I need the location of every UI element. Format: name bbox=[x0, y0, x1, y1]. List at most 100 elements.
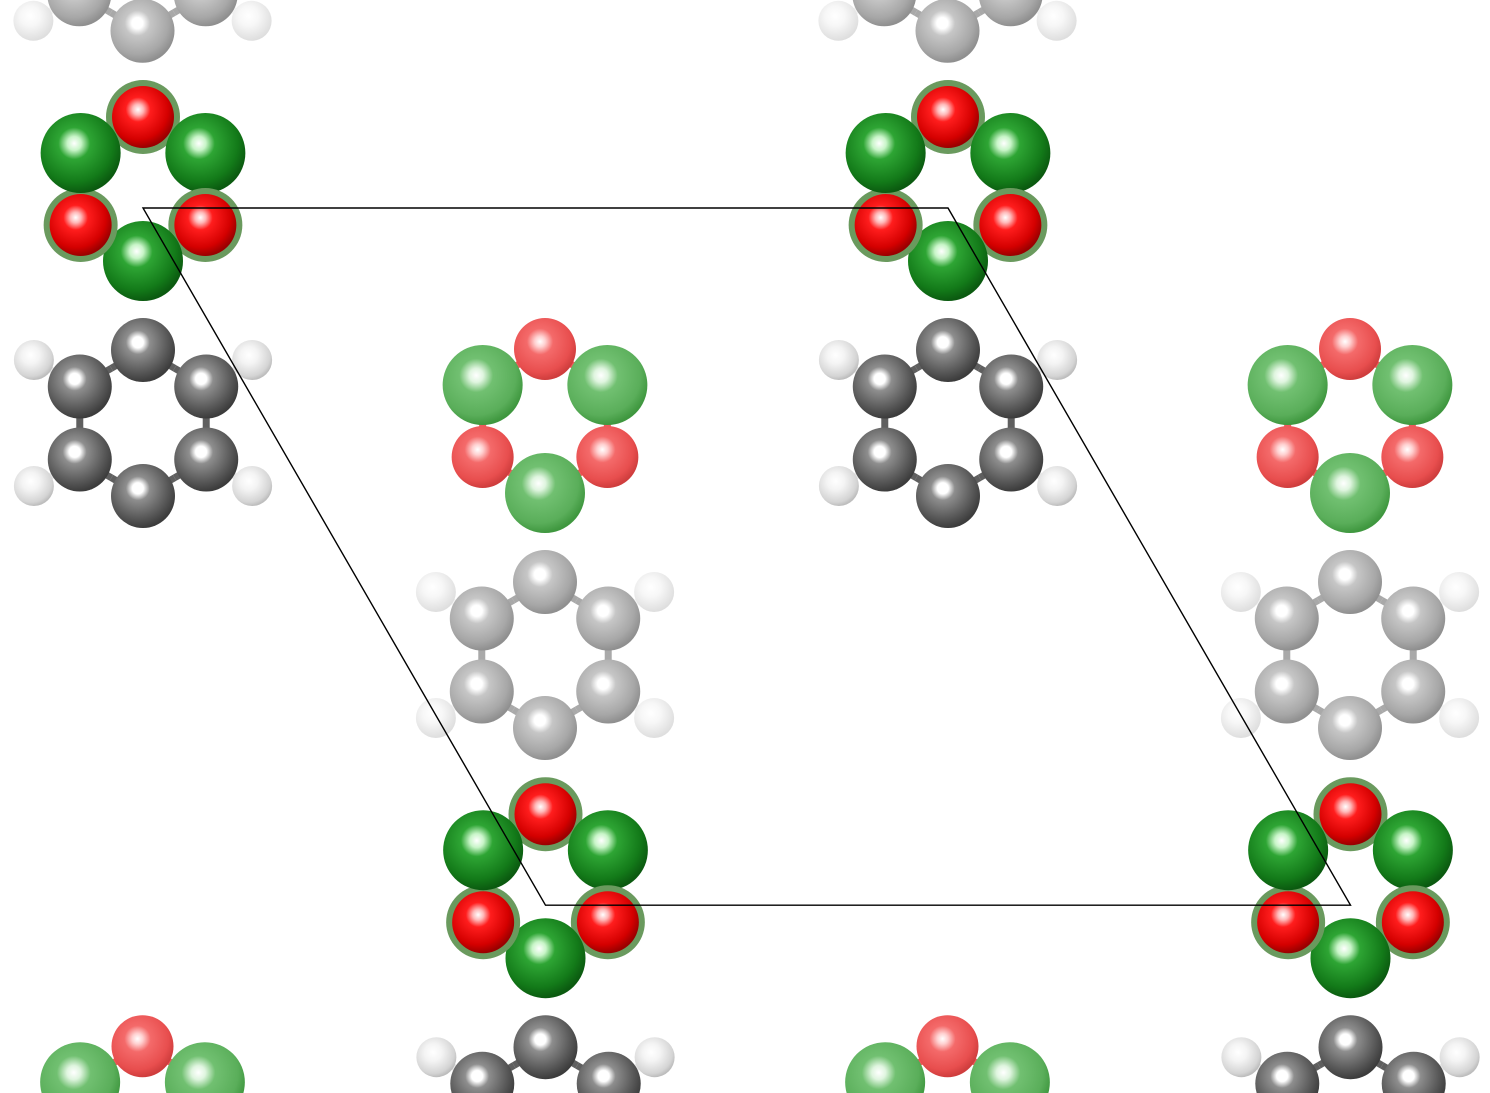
atom-h-front bbox=[818, 340, 859, 380]
atom-h-back bbox=[1220, 698, 1261, 738]
atoms-front-layer bbox=[13, 80, 1480, 1093]
atom-o-back bbox=[1256, 426, 1319, 488]
atom-b-back bbox=[40, 1042, 121, 1093]
atom-o-back bbox=[111, 1015, 174, 1078]
atom-o-back bbox=[1381, 426, 1444, 488]
atom-h-front bbox=[1037, 466, 1078, 506]
atom-o-back bbox=[576, 426, 639, 488]
atom-h-front bbox=[13, 466, 54, 506]
atom-o-back bbox=[916, 1015, 979, 1078]
atom-b-front bbox=[1310, 918, 1391, 999]
atom-h-front bbox=[1439, 1037, 1480, 1078]
atom-h-back bbox=[13, 0, 54, 41]
atom-o-front bbox=[452, 891, 515, 954]
atom-c-front bbox=[47, 427, 112, 492]
atom-b-front bbox=[443, 810, 524, 891]
atom-o-back bbox=[514, 318, 576, 380]
atom-c-front bbox=[450, 1051, 515, 1093]
atom-o-front bbox=[49, 194, 112, 256]
atom-c-front bbox=[1318, 1015, 1383, 1080]
atom-c-front bbox=[916, 464, 980, 528]
atom-c-back bbox=[1318, 696, 1382, 760]
atom-c-back bbox=[449, 586, 514, 651]
atom-b-front bbox=[165, 113, 246, 193]
atom-c-back bbox=[513, 696, 577, 760]
atom-c-front bbox=[979, 354, 1044, 419]
atom-o-front bbox=[576, 891, 639, 954]
atom-o-front bbox=[854, 194, 917, 256]
atom-h-back bbox=[1036, 0, 1077, 41]
atom-o-front bbox=[514, 783, 577, 846]
atom-b-front bbox=[1248, 810, 1329, 891]
atom-c-back bbox=[1254, 586, 1319, 651]
atom-o-front bbox=[1381, 891, 1444, 954]
bonds-back-layer bbox=[31, 0, 1461, 1093]
atoms-back-layer bbox=[13, 0, 1480, 1093]
atom-c-back bbox=[1318, 550, 1382, 614]
atom-c-front bbox=[174, 354, 239, 419]
atom-c-front bbox=[111, 464, 175, 528]
atom-c-back bbox=[47, 0, 111, 27]
atom-b-back bbox=[567, 345, 648, 425]
atom-h-back bbox=[634, 698, 675, 738]
atom-c-front bbox=[111, 318, 175, 382]
atom-c-back bbox=[174, 0, 238, 27]
atom-o-front bbox=[1319, 783, 1382, 846]
atom-c-back bbox=[576, 659, 641, 724]
atom-c-front bbox=[576, 1051, 641, 1093]
atom-c-back bbox=[915, 0, 980, 63]
atom-b-front bbox=[845, 113, 926, 193]
atom-c-back bbox=[979, 0, 1043, 27]
atom-o-front bbox=[979, 194, 1042, 256]
atom-b-front bbox=[567, 810, 648, 891]
atom-h-back bbox=[415, 698, 456, 738]
atom-c-front bbox=[852, 354, 917, 419]
atom-b-back bbox=[505, 453, 585, 533]
atom-c-front bbox=[174, 427, 239, 492]
atom-o-front bbox=[917, 86, 979, 148]
atom-o-front bbox=[1257, 891, 1320, 954]
atom-c-back bbox=[852, 0, 916, 27]
atom-c-back bbox=[576, 586, 641, 651]
atom-o-back bbox=[1319, 318, 1381, 380]
atom-c-back bbox=[110, 0, 175, 63]
atom-c-front bbox=[1255, 1051, 1320, 1093]
atom-c-front bbox=[1381, 1051, 1446, 1093]
atom-h-front bbox=[416, 1037, 457, 1078]
atom-b-back bbox=[442, 345, 523, 425]
atom-c-back bbox=[1254, 659, 1319, 724]
atom-o-front bbox=[174, 194, 237, 256]
atom-h-back bbox=[1439, 572, 1480, 612]
unit-cell-outline bbox=[141, 207, 1352, 906]
atom-h-front bbox=[13, 340, 54, 380]
atom-c-back bbox=[449, 659, 514, 724]
atom-c-back bbox=[513, 550, 577, 614]
atom-b-back bbox=[1310, 453, 1390, 533]
atom-h-front bbox=[634, 1037, 675, 1078]
atom-b-back bbox=[1247, 345, 1328, 425]
atom-h-back bbox=[415, 572, 456, 612]
atom-b-front bbox=[908, 221, 988, 301]
atom-h-back bbox=[634, 572, 675, 612]
atom-c-front bbox=[852, 427, 917, 492]
atom-b-front bbox=[1372, 810, 1453, 891]
atom-o-back bbox=[451, 426, 514, 488]
atom-b-front bbox=[103, 221, 183, 301]
atom-b-back bbox=[969, 1042, 1050, 1093]
atom-b-front bbox=[505, 918, 586, 999]
atom-c-front bbox=[47, 354, 112, 419]
atom-h-back bbox=[1220, 572, 1261, 612]
atom-h-front bbox=[1037, 340, 1078, 380]
atom-h-front bbox=[818, 466, 859, 506]
atom-c-back bbox=[1381, 659, 1446, 724]
atom-b-back bbox=[1372, 345, 1453, 425]
atom-h-back bbox=[818, 0, 859, 41]
atom-h-front bbox=[232, 340, 273, 380]
atom-c-front bbox=[979, 427, 1044, 492]
atom-h-front bbox=[1221, 1037, 1262, 1078]
atom-b-back bbox=[845, 1042, 926, 1093]
atom-b-front bbox=[40, 113, 121, 193]
atom-h-back bbox=[231, 0, 272, 41]
